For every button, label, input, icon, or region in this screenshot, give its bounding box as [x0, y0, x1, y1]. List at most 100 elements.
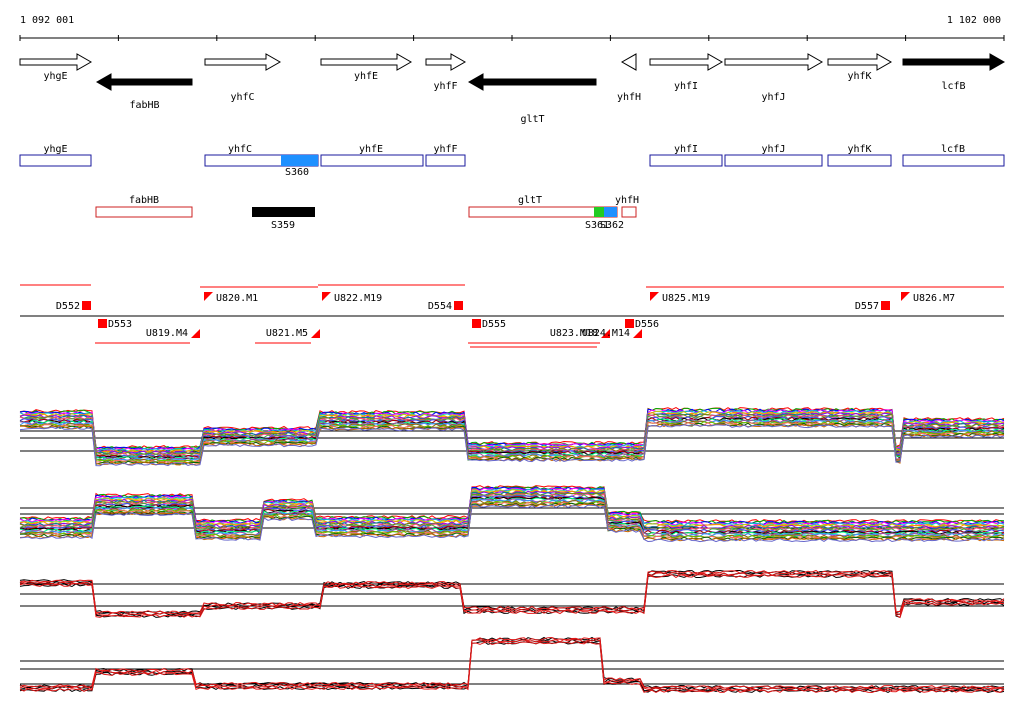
ruler-ticks [19, 35, 1005, 41]
down-label-d557: D557 [855, 301, 879, 312]
up-label-u823-m18: U823.M18 [550, 328, 598, 339]
plus-box-yhfe[interactable] [320, 154, 424, 167]
gene-label-lcfb: lcfB [941, 81, 965, 92]
down-marker-d554[interactable] [454, 301, 463, 310]
gene-label-gltt: gltT [520, 114, 544, 125]
down-label-d553: D553 [108, 319, 132, 330]
up-marker-u824-m14[interactable] [633, 329, 642, 338]
down-label-d556: D556 [635, 319, 659, 330]
gene-arrow-yhff[interactable] [425, 53, 467, 71]
down-marker-d552[interactable] [82, 301, 91, 310]
plus-label-yhfk: yhfK [847, 144, 871, 155]
profile-line [19, 485, 1005, 523]
profile-line [19, 490, 1005, 529]
plus-label-yhff: yhfF [433, 144, 457, 155]
up-marker-u826-m7[interactable] [901, 292, 910, 301]
down-marker-d557[interactable] [881, 301, 890, 310]
gene-arrow-lcfb[interactable] [902, 53, 1006, 71]
profile-line [19, 412, 1005, 455]
plus-box-yhfj[interactable] [724, 154, 823, 167]
plus-box-yhge[interactable] [19, 154, 92, 167]
profile-line [19, 424, 1005, 467]
plus-box-yhfi[interactable] [649, 154, 723, 167]
profile-panel-2 [19, 485, 1005, 543]
minus-label-gltt: gltT [518, 195, 542, 206]
minus-box-fabhb[interactable] [95, 206, 193, 218]
gene-label-yhfc: yhfC [230, 92, 254, 103]
gene-arrow-yhfe[interactable] [320, 53, 413, 71]
gene-arrow-fabhb[interactable] [95, 73, 193, 91]
transcript-markers-track: D552 D553 D554 D555 D556 D557 U819.M4 U820.M1 U8… [20, 284, 1004, 348]
gene-arrow-yhfh[interactable] [620, 53, 637, 71]
gene-arrow-yhfc[interactable] [204, 53, 282, 71]
coord-start-label: 1 092 001 [20, 15, 74, 26]
plus-box-lcfb[interactable] [902, 154, 1005, 167]
up-marker-u821-m5[interactable] [311, 329, 320, 338]
segment-s359[interactable] [252, 207, 315, 217]
segment-s360[interactable] [281, 155, 318, 166]
down-label-d554: D554 [428, 301, 452, 312]
coordinate-ruler: 1 092 001 1 102 000 [19, 15, 1005, 41]
gene-arrow-yhfk[interactable] [827, 53, 893, 71]
profile-line [19, 499, 1005, 539]
segment-label-s360: S360 [285, 167, 309, 178]
gene-label-yhfe: yhfE [354, 71, 378, 82]
down-label-d552: D552 [56, 301, 80, 312]
up-marker-u822-m19[interactable] [322, 292, 331, 301]
gene-label-yhfh: yhfH [617, 92, 641, 103]
gene-label-fabhb: fabHB [129, 100, 159, 111]
plus-strand-track: yhgE yhfC yhfE yhfF yhfI yhfJ yhfK lcfB [19, 144, 1005, 167]
gene-arrow-yhfj[interactable] [724, 53, 824, 71]
profile-line [19, 640, 1005, 694]
up-marker-u823-m18[interactable] [601, 329, 610, 338]
down-marker-d555[interactable] [472, 319, 481, 328]
profile-line [19, 504, 1005, 543]
profile-line [19, 503, 1005, 542]
gene-arrow-gltt[interactable] [467, 73, 597, 91]
segment-s362[interactable] [604, 207, 617, 217]
up-label-u821-m5: U821.M5 [266, 328, 308, 339]
down-marker-d553[interactable] [98, 319, 107, 328]
plus-box-yhff[interactable] [425, 154, 466, 167]
up-label-u825-m19: U825.M19 [662, 293, 710, 304]
profile-line [19, 638, 1005, 691]
plus-label-yhge: yhgE [43, 144, 67, 155]
gene-label-yhfi: yhfI [674, 81, 698, 92]
minus-label-fabhb: fabHB [129, 195, 159, 206]
profile-line [19, 641, 1005, 694]
gene-arrow-yhge[interactable] [19, 53, 93, 71]
up-label-u819-m4: U819.M4 [146, 328, 188, 339]
up-label-u826-m7: U826.M7 [913, 293, 955, 304]
profile-panel-1 [19, 407, 1005, 467]
gene-label-yhff: yhfF [433, 81, 457, 92]
profile-line [19, 638, 1005, 692]
profile-line [19, 571, 1005, 616]
gene-label-yhfj: yhfJ [761, 92, 785, 103]
minus-label-yhfh: yhfH [615, 195, 639, 206]
gene-label-yhge: yhgE [43, 71, 67, 82]
gene-arrow-yhfi[interactable] [649, 53, 724, 71]
profile-line [19, 574, 1005, 619]
minus-box-yhfh[interactable] [621, 206, 637, 218]
profile-line [19, 488, 1005, 527]
up-marker-u819-m4[interactable] [191, 329, 200, 338]
profile-panel-4 [19, 636, 1005, 694]
up-label-u824-m14: U824.M14 [582, 328, 630, 339]
up-label-u822-m19: U822.M19 [334, 293, 382, 304]
down-marker-d556[interactable] [625, 319, 634, 328]
down-label-d555: D555 [482, 319, 506, 330]
segment-s361[interactable] [594, 207, 604, 217]
plus-label-yhfe: yhfE [359, 144, 383, 155]
profile-line [19, 636, 1005, 689]
up-marker-u825-m19[interactable] [650, 292, 659, 301]
plus-label-yhfi: yhfI [674, 144, 698, 155]
plus-box-yhfk[interactable] [827, 154, 892, 167]
gene-label-yhfk: yhfK [847, 71, 871, 82]
plus-label-yhfj: yhfJ [761, 144, 785, 155]
up-label-u820-m1: U820.M1 [216, 293, 258, 304]
coord-end-label: 1 102 000 [947, 15, 1001, 26]
gene-arrows-track: yhgE fabHB yhfC yhfE yhfF gltT yhfH yhfI yhfJ yhf… [19, 53, 1006, 125]
up-marker-u820-m1[interactable] [204, 292, 213, 301]
